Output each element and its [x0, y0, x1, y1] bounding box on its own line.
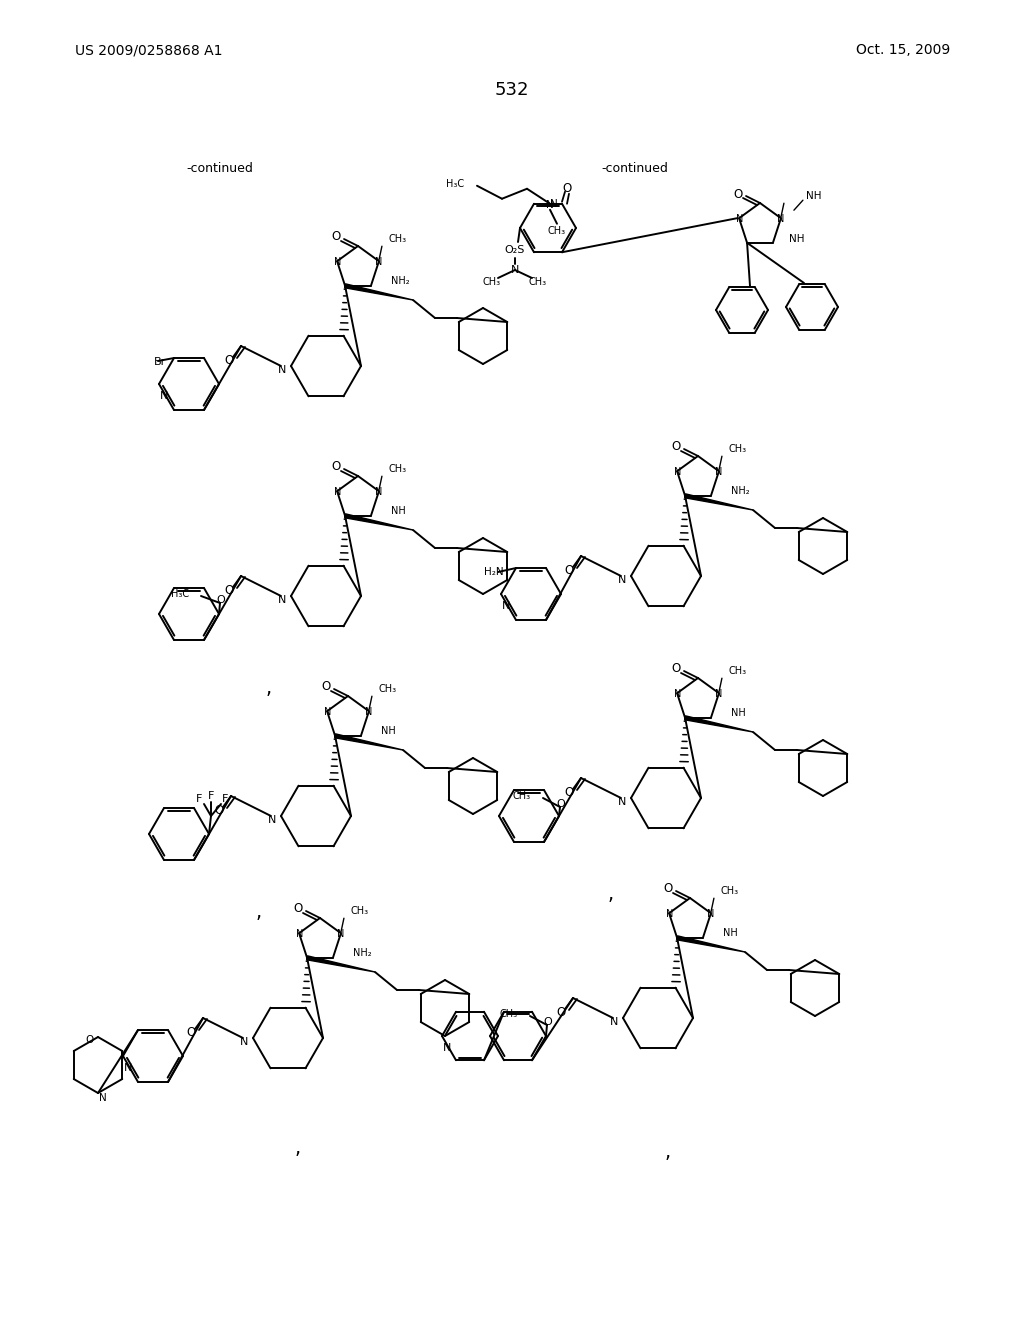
Text: NH₂: NH₂	[731, 486, 750, 496]
Text: ,: ,	[665, 1143, 671, 1163]
Text: CH₃: CH₃	[513, 791, 531, 801]
Text: CH₃: CH₃	[721, 886, 739, 896]
Text: N: N	[675, 467, 682, 478]
Text: O: O	[672, 663, 681, 676]
Text: O: O	[224, 583, 233, 597]
Text: US 2009/0258868 A1: US 2009/0258868 A1	[75, 44, 222, 57]
Text: N: N	[550, 199, 558, 209]
Text: NH₂: NH₂	[353, 948, 372, 958]
Text: O: O	[562, 182, 571, 195]
Text: CH₃: CH₃	[548, 226, 566, 236]
Polygon shape	[335, 734, 403, 750]
Text: N: N	[667, 909, 674, 919]
Text: ,: ,	[256, 903, 262, 921]
Polygon shape	[685, 494, 753, 510]
Text: O: O	[664, 883, 673, 895]
Text: N: N	[99, 1093, 106, 1104]
Text: O: O	[293, 903, 303, 916]
Text: CH₃: CH₃	[729, 667, 748, 676]
Text: NH: NH	[731, 708, 745, 718]
Text: N: N	[160, 391, 168, 401]
Text: -continued: -continued	[186, 161, 253, 174]
Text: O: O	[322, 681, 331, 693]
Text: CH₃: CH₃	[500, 1008, 518, 1019]
Text: NH: NH	[806, 191, 821, 201]
Text: 532: 532	[495, 81, 529, 99]
Text: NH: NH	[381, 726, 395, 735]
Text: O: O	[544, 1016, 552, 1027]
Text: N: N	[610, 1016, 618, 1027]
Polygon shape	[677, 936, 745, 952]
Text: N: N	[124, 1063, 132, 1073]
Text: CH₃: CH₃	[389, 234, 408, 244]
Text: N: N	[715, 467, 723, 478]
Text: N: N	[296, 929, 304, 940]
Text: O: O	[214, 804, 223, 817]
Text: ,: ,	[295, 1138, 301, 1158]
Text: O: O	[86, 1035, 94, 1045]
Text: Br: Br	[154, 356, 166, 367]
Text: O: O	[564, 564, 573, 577]
Text: H₂N: H₂N	[484, 568, 504, 577]
Text: N: N	[442, 1043, 452, 1053]
Text: CH₃: CH₃	[483, 277, 501, 286]
Polygon shape	[306, 956, 375, 972]
Text: O: O	[564, 785, 573, 799]
Text: CH₃: CH₃	[529, 277, 547, 286]
Text: H₃C: H₃C	[445, 178, 464, 189]
Polygon shape	[685, 715, 753, 733]
Polygon shape	[345, 513, 413, 531]
Text: O: O	[332, 461, 341, 474]
Text: CH₃: CH₃	[729, 445, 748, 454]
Text: N: N	[617, 576, 627, 585]
Text: NH: NH	[391, 506, 406, 516]
Text: N: N	[268, 814, 276, 825]
Text: N: N	[240, 1038, 248, 1047]
Text: N: N	[325, 708, 332, 717]
Text: N: N	[708, 909, 715, 919]
Text: O: O	[672, 441, 681, 454]
Text: N: N	[617, 797, 627, 807]
Text: ,: ,	[266, 680, 272, 698]
Text: N: N	[337, 929, 345, 940]
Text: N: N	[675, 689, 682, 700]
Text: NH: NH	[723, 928, 737, 937]
Text: Oct. 15, 2009: Oct. 15, 2009	[856, 44, 950, 57]
Text: N: N	[375, 257, 383, 267]
Text: N: N	[511, 265, 519, 275]
Text: N: N	[335, 257, 342, 267]
Text: O: O	[733, 187, 742, 201]
Text: F: F	[196, 795, 202, 804]
Text: N: N	[777, 214, 784, 224]
Text: N: N	[546, 199, 554, 210]
Text: CH₃: CH₃	[351, 907, 369, 916]
Text: F: F	[222, 795, 228, 804]
Text: O₂S: O₂S	[505, 246, 525, 255]
Text: ,: ,	[608, 884, 614, 903]
Text: NH: NH	[788, 234, 805, 244]
Text: NH₂: NH₂	[391, 276, 410, 286]
Text: F: F	[208, 791, 214, 801]
Text: -continued: -continued	[601, 161, 669, 174]
Text: N: N	[502, 601, 510, 611]
Text: O: O	[557, 799, 565, 809]
Text: O: O	[186, 1026, 196, 1039]
Text: N: N	[278, 366, 286, 375]
Text: N: N	[736, 214, 743, 224]
Text: O: O	[332, 231, 341, 243]
Text: N: N	[366, 708, 373, 717]
Text: O: O	[224, 354, 233, 367]
Text: N: N	[715, 689, 723, 700]
Text: N: N	[375, 487, 383, 498]
Text: CH₃: CH₃	[379, 684, 397, 694]
Text: N: N	[335, 487, 342, 498]
Text: O: O	[217, 595, 225, 605]
Text: CH₃: CH₃	[389, 465, 408, 474]
Polygon shape	[345, 284, 413, 300]
Text: H₃C: H₃C	[171, 589, 189, 599]
Text: O: O	[556, 1006, 565, 1019]
Text: N: N	[278, 595, 286, 605]
